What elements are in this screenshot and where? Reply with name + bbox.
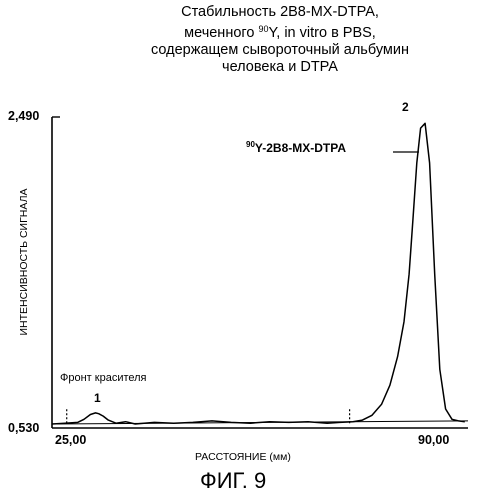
y-tick-bottom: 0,530	[8, 421, 39, 435]
x-tick-right: 90,00	[418, 433, 449, 447]
y-axis-label: ИНТЕНСИВНОСТЬ СИГНАЛА	[18, 189, 30, 336]
peak-1-label: 1	[94, 391, 101, 405]
x-tick-left: 25,00	[55, 433, 86, 447]
peak-2-name-superscript: 90	[246, 140, 255, 149]
x-axis-label: РАССТОЯНИЕ (мм)	[195, 451, 291, 463]
y-tick-top: 2,490	[8, 109, 39, 123]
peak-2-name: 90Y-2B8-MX-DTPA	[246, 140, 346, 155]
peak-2-name-text: Y-2B8-MX-DTPA	[255, 141, 346, 155]
peak-2-label: 2	[402, 100, 409, 114]
dye-front-label: Фронт красителя	[60, 372, 147, 384]
figure-caption: ФИГ. 9	[200, 468, 266, 494]
